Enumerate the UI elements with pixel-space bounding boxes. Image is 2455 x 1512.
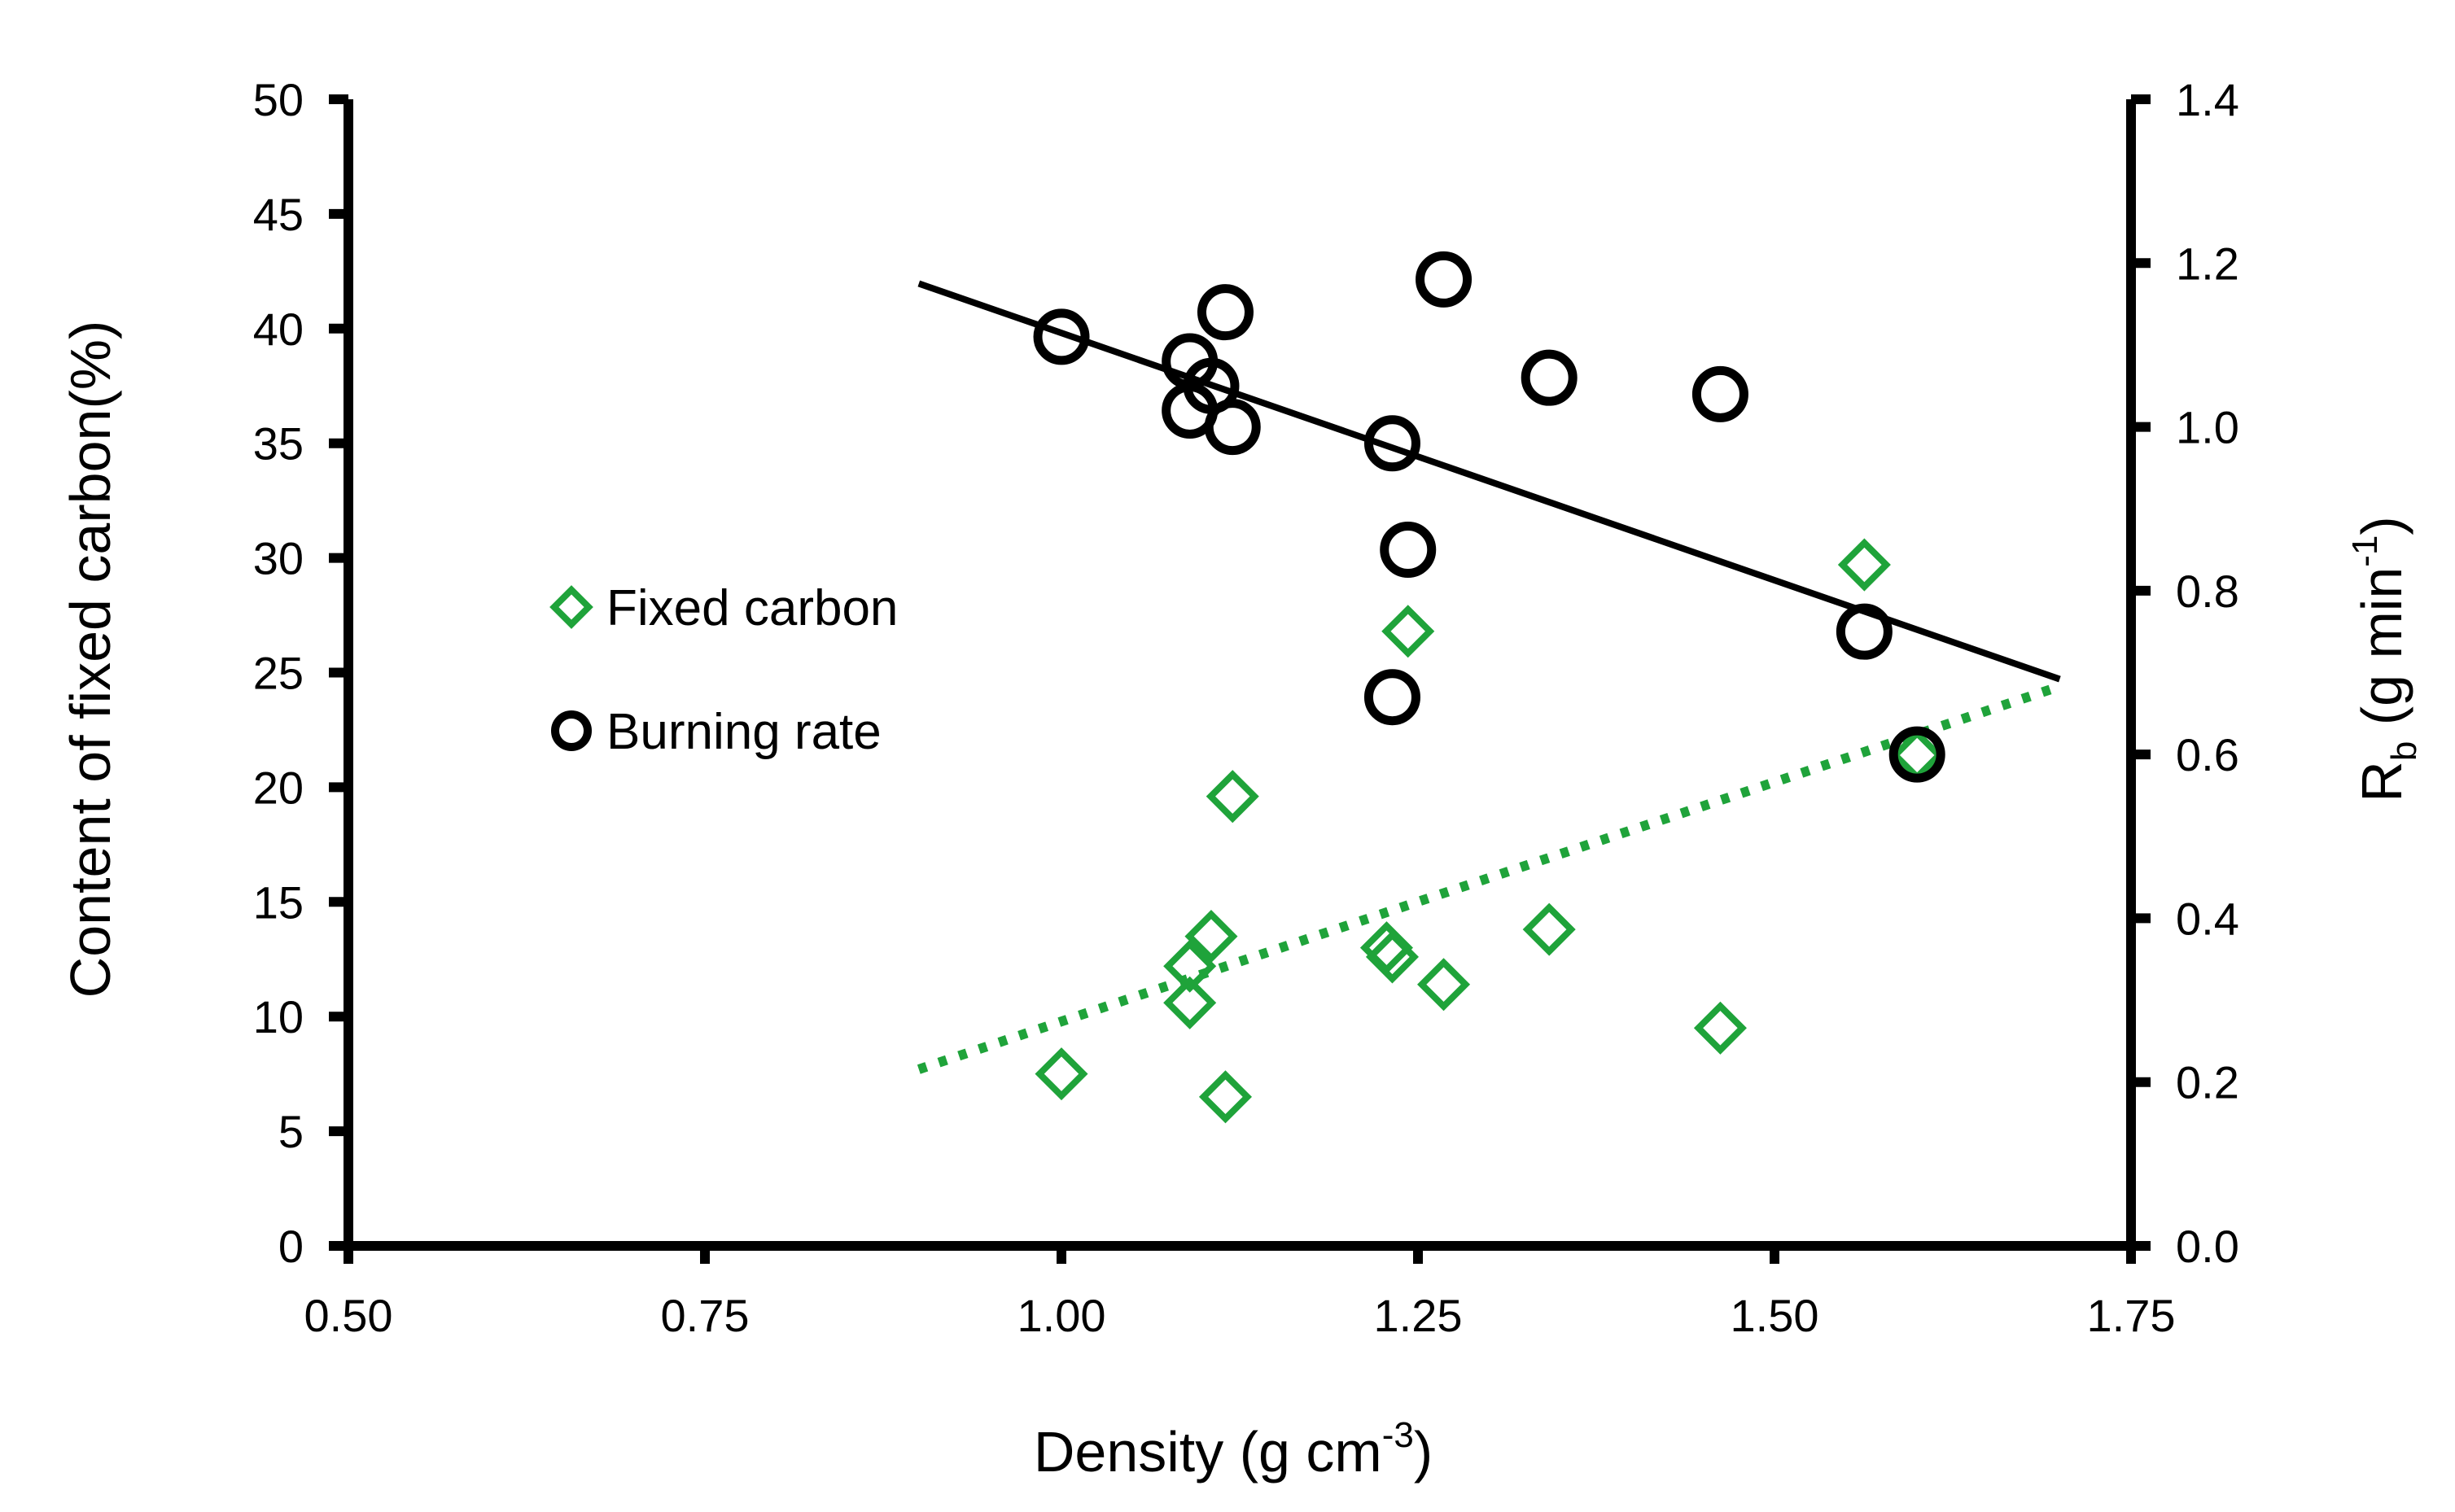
burning-rate-point xyxy=(1888,726,1945,783)
x-axis-title-base: Density (g cm xyxy=(1034,1420,1382,1484)
x-tick-label: 0.75 xyxy=(661,1290,750,1341)
legend-burning-rate-marker xyxy=(551,710,592,751)
tick-labels: 0.50 0.75 1.00 1.25 1.50 1.75 0 5 10 15 20 25 30 35 40… xyxy=(253,74,2239,1341)
burning-rate-point xyxy=(1197,284,1254,341)
y-right-tick-label: 1.2 xyxy=(2176,238,2239,289)
y-right-tick-label: 0.2 xyxy=(2176,1057,2239,1108)
legend-burning-rate-label: Burning rate xyxy=(606,704,882,760)
axes xyxy=(329,94,2151,1264)
x-axis-title-sup: -3 xyxy=(1382,1415,1414,1455)
x-axis-title: Density (g cm-3) xyxy=(1034,1415,1433,1484)
y-left-tick-label: 25 xyxy=(253,648,304,699)
fixed-carbon-point xyxy=(1184,910,1238,964)
burning-rate-point xyxy=(1033,308,1090,365)
y-right-axis-title-mid: (g min xyxy=(2350,567,2413,741)
fixed-carbon-trendline xyxy=(917,681,2062,1074)
fixed-carbon-point xyxy=(1837,538,1891,592)
burning-rate-point xyxy=(1204,399,1261,456)
y-left-tick-label: 15 xyxy=(253,876,304,928)
x-tick-label: 0.50 xyxy=(304,1290,393,1341)
y-right-tick-label: 0.0 xyxy=(2176,1221,2239,1272)
fixed-carbon-point xyxy=(1163,939,1217,993)
y-left-axis-title: Content of fixed carbon(%) xyxy=(59,321,122,999)
y-right-axis-title: Rb (g min-1) xyxy=(2345,516,2424,802)
x-tick-label: 1.50 xyxy=(1731,1290,1819,1341)
x-axis-title-tail: ) xyxy=(1414,1420,1433,1484)
y-left-tick-label: 45 xyxy=(253,189,304,240)
y-left-tick-label: 30 xyxy=(253,533,304,584)
fixed-carbon-point xyxy=(1693,1001,1747,1055)
y-right-axis-title-sup: -1 xyxy=(2345,535,2385,567)
burning-rate-point xyxy=(1691,365,1748,422)
y-right-tick-label: 0.8 xyxy=(2176,566,2239,617)
burning-rate-point xyxy=(1836,603,1893,660)
y-right-axis-title-sub: b xyxy=(2384,741,2424,761)
fixed-carbon-point xyxy=(1417,958,1471,1012)
data-points xyxy=(1033,251,1945,1124)
fixed-carbon-point xyxy=(1381,605,1435,658)
y-left-tick-label: 5 xyxy=(278,1106,304,1157)
fixed-carbon-point xyxy=(1890,728,1944,782)
y-right-axis-title-base: R xyxy=(2350,761,2413,802)
burning-rate-point xyxy=(1363,415,1420,472)
fixed-carbon-point xyxy=(1035,1047,1088,1101)
burning-rate-trendline xyxy=(917,280,2061,683)
fixed-carbon-point xyxy=(1522,902,1576,956)
burning-rate-point xyxy=(1363,669,1420,726)
x-tick-label: 1.00 xyxy=(1017,1290,1106,1341)
y-right-tick-label: 0.4 xyxy=(2176,893,2239,944)
x-tick-label: 1.25 xyxy=(1374,1290,1463,1341)
y-right-axis-title-tail: ) xyxy=(2350,516,2413,535)
fixed-carbon-point xyxy=(1206,770,1259,824)
burning-rate-point xyxy=(1416,251,1473,308)
x-tick-label: 1.75 xyxy=(2087,1290,2176,1341)
y-left-tick-label: 35 xyxy=(253,418,304,470)
y-left-tick-label: 10 xyxy=(253,991,304,1042)
y-left-tick-label: 50 xyxy=(253,74,304,125)
legend-fixed-carbon-label: Fixed carbon xyxy=(606,580,898,636)
fixed-carbon-point xyxy=(1198,1070,1253,1124)
y-left-tick-label: 20 xyxy=(253,762,304,813)
y-right-tick-label: 1.4 xyxy=(2176,74,2239,125)
y-right-tick-label: 0.6 xyxy=(2176,729,2239,780)
legend-fixed-carbon-marker xyxy=(549,585,593,629)
fixed-carbon-point xyxy=(1365,930,1419,984)
y-left-tick-label: 40 xyxy=(253,304,304,355)
legend: Fixed carbon Burning rate xyxy=(549,580,898,760)
y-right-tick-label: 1.0 xyxy=(2176,402,2239,453)
trendlines xyxy=(917,280,2062,1074)
burning-rate-point xyxy=(1380,522,1437,579)
fixed-carbon-point xyxy=(1163,976,1217,1029)
y-left-tick-label: 0 xyxy=(278,1221,304,1272)
burning-rate-point xyxy=(1521,349,1578,406)
